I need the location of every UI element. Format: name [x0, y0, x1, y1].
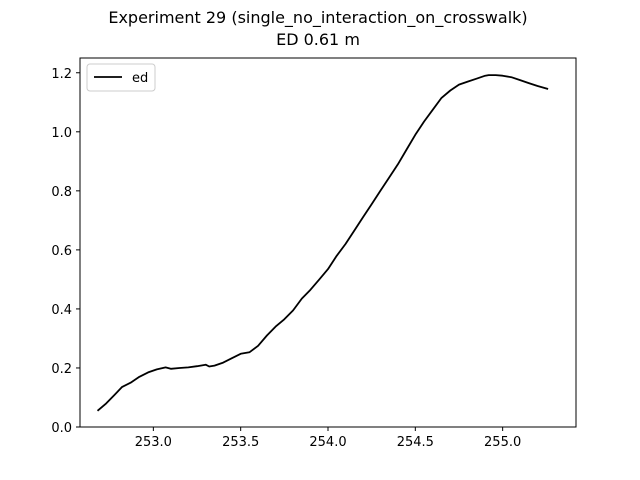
plot-area	[79, 57, 577, 428]
y-tick-label: 0.4	[51, 303, 72, 318]
x-axis: 253.0 253.5 254.0 254.5 255.0	[135, 427, 521, 450]
legend: ed	[86, 63, 156, 92]
chart-title: Experiment 29 (single_no_interaction_on_…	[108, 8, 527, 28]
y-tick-label: 1.2	[51, 67, 72, 82]
x-tick-label: 253.0	[135, 435, 172, 450]
y-tick-label: 0.8	[51, 185, 72, 200]
legend-label-ed: ed	[132, 71, 148, 86]
y-tick-label: 0.0	[51, 421, 72, 436]
chart-subtitle: ED 0.61 m	[276, 30, 360, 49]
series-line-ed	[96, 74, 549, 412]
y-tick-label: 1.0	[51, 126, 72, 141]
x-tick-label: 253.5	[222, 435, 259, 450]
y-tick-label: 0.2	[51, 362, 72, 377]
series-layer	[96, 74, 549, 412]
x-tick-label: 254.0	[309, 435, 346, 450]
y-axis: 0.0 0.2 0.4 0.6 0.8 1.0 1.2	[51, 67, 80, 436]
plot-frame	[79, 57, 577, 428]
y-tick-label: 0.6	[51, 244, 72, 259]
x-tick-label: 254.5	[397, 435, 434, 450]
x-tick-label: 255.0	[484, 435, 521, 450]
